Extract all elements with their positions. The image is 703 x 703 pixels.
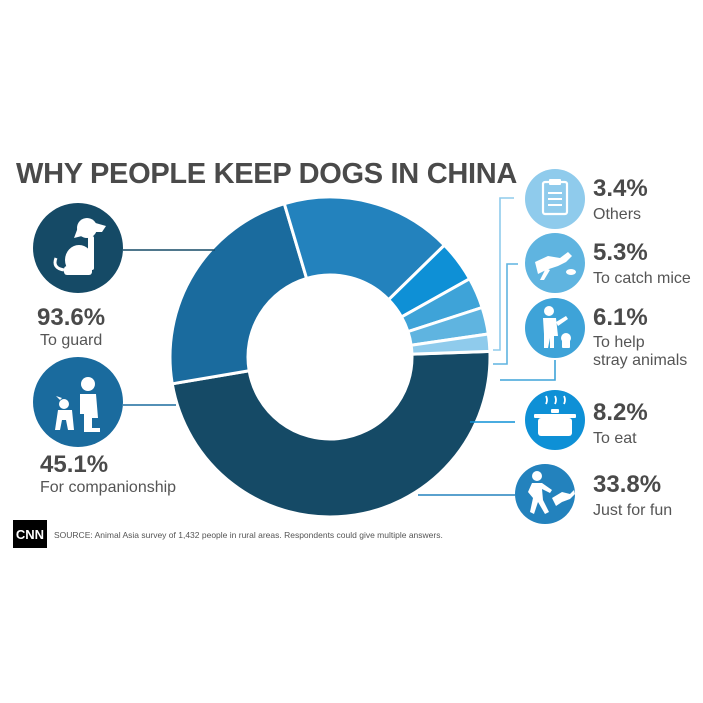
cnn-logo bbox=[13, 520, 47, 548]
label-guard: To guard bbox=[40, 332, 102, 349]
value-eat: 8.2% bbox=[593, 399, 648, 426]
value-fun: 33.8% bbox=[593, 471, 661, 498]
chart-title: WHY PEOPLE KEEP DOGS IN CHINA bbox=[16, 158, 517, 190]
label-companionship: For companionship bbox=[40, 479, 176, 496]
label-group-stray: 6.1% To help stray animals bbox=[525, 298, 687, 369]
cnn-logo-text: CNN bbox=[16, 527, 44, 542]
label-group-fun: 33.8% Just for fun bbox=[515, 464, 672, 524]
leader-line-mice bbox=[493, 263, 518, 365]
footer: CNN SOURCE: Animal Asia survey of 1,432 … bbox=[13, 520, 443, 548]
label-group-others: 3.4% Others bbox=[525, 169, 648, 229]
source-note: SOURCE: Animal Asia survey of 1,432 peop… bbox=[54, 530, 443, 540]
label-fun: Just for fun bbox=[593, 502, 672, 519]
donut-slice-companionship bbox=[168, 201, 309, 386]
label-stray-line2: stray animals bbox=[593, 352, 687, 369]
dog-catching-mouse-icon bbox=[535, 252, 576, 280]
cooking-pot-icon bbox=[534, 395, 576, 436]
value-stray: 6.1% bbox=[593, 304, 648, 331]
clipboard-icon bbox=[541, 179, 569, 216]
donut-chart bbox=[168, 195, 492, 519]
label-others: Others bbox=[593, 206, 641, 223]
value-others: 3.4% bbox=[593, 175, 648, 202]
value-guard: 93.6% bbox=[37, 304, 105, 331]
label-eat: To eat bbox=[593, 430, 637, 447]
person-playing-with-dog-icon bbox=[528, 471, 575, 514]
label-mice: To catch mice bbox=[593, 270, 691, 287]
person-feeding-animal-icon bbox=[543, 306, 571, 348]
label-group-mice: 5.3% To catch mice bbox=[525, 233, 691, 293]
person-with-dog-icon bbox=[55, 377, 100, 432]
leader-line-stray bbox=[500, 360, 556, 381]
donut-slice-others bbox=[409, 332, 492, 356]
label-stray-line1: To help bbox=[593, 334, 645, 351]
label-group-eat: 8.2% To eat bbox=[525, 390, 648, 450]
sitting-dog-icon bbox=[53, 218, 106, 275]
icon-circle-fun bbox=[515, 464, 575, 524]
label-group-guard: 93.6% To guard bbox=[33, 203, 123, 349]
value-companionship: 45.1% bbox=[40, 451, 108, 478]
leader-lines bbox=[123, 197, 556, 496]
donut-slice-guard bbox=[170, 349, 492, 519]
label-group-companionship: 45.1% For companionship bbox=[33, 357, 176, 496]
donut-slice-fun bbox=[282, 195, 447, 302]
value-mice: 5.3% bbox=[593, 239, 648, 266]
icon-circle-companionship bbox=[33, 357, 123, 447]
leader-line-others bbox=[493, 197, 514, 351]
